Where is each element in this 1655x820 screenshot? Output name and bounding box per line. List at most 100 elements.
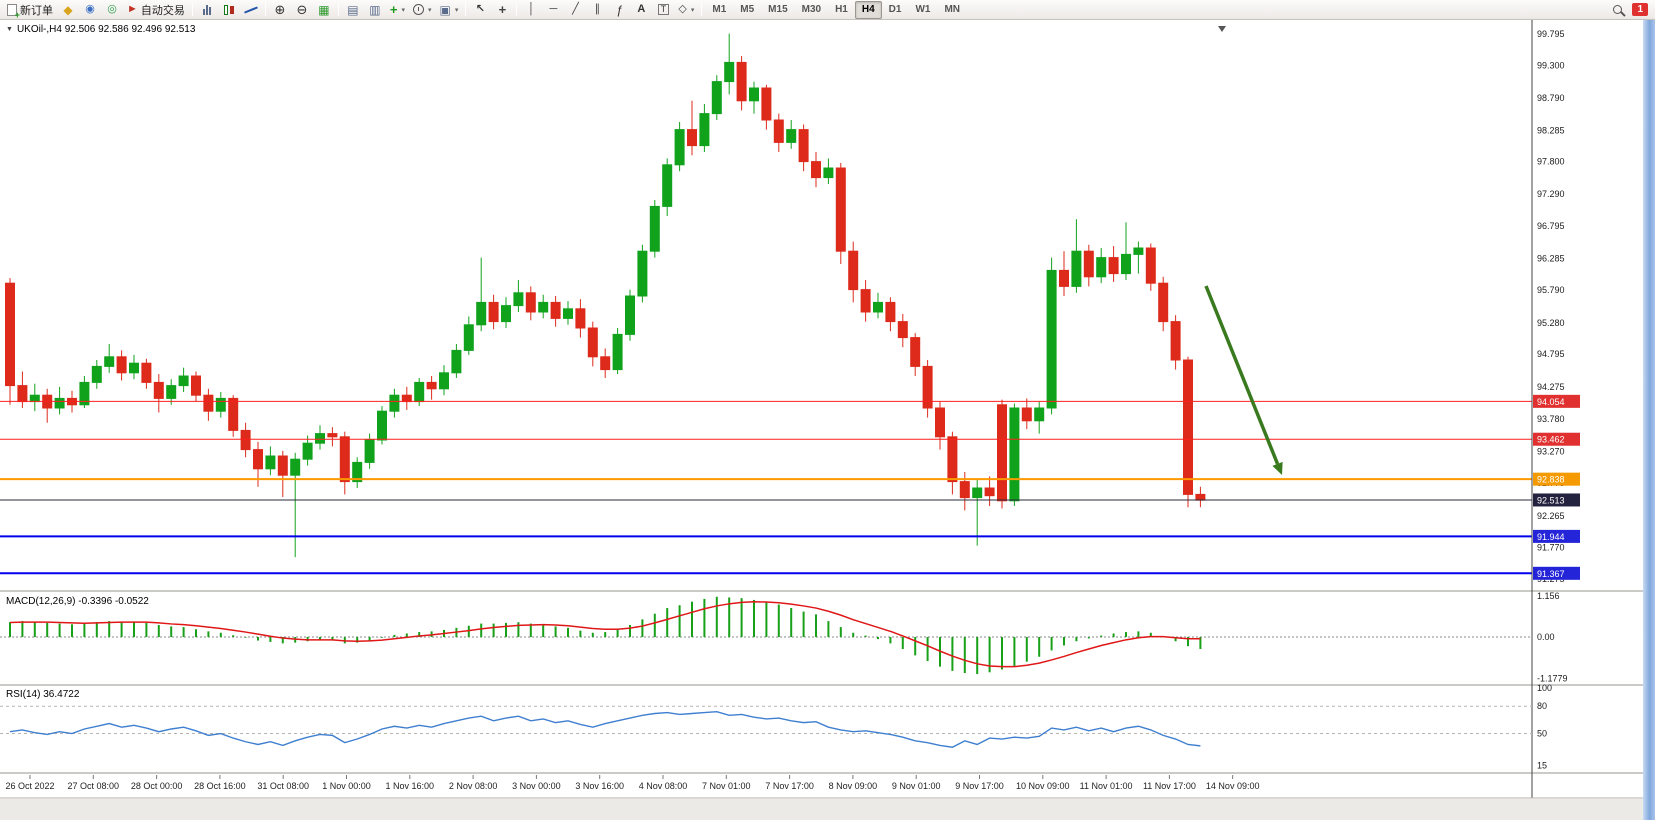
- grid-icon: ▦: [318, 2, 330, 17]
- add-indicator-icon: +: [389, 2, 398, 17]
- headset-icon: ◎: [107, 3, 117, 15]
- svg-text:31 Oct 08:00: 31 Oct 08:00: [257, 781, 309, 791]
- periods-button[interactable]: ▾: [409, 1, 436, 19]
- crosshair-button[interactable]: +: [491, 1, 513, 19]
- timeframe-m30[interactable]: M30: [795, 1, 828, 19]
- svg-text:99.795: 99.795: [1537, 29, 1565, 39]
- svg-text:1 Nov 16:00: 1 Nov 16:00: [386, 781, 435, 791]
- caret-down-icon: ▾: [401, 6, 405, 14]
- timeframe-m15[interactable]: M15: [761, 1, 794, 19]
- candlestick-icon: [223, 4, 234, 15]
- svg-text:91.944: 91.944: [1537, 532, 1565, 542]
- channel-button[interactable]: ∥: [586, 1, 608, 19]
- svg-text:14 Nov 09:00: 14 Nov 09:00: [1206, 781, 1260, 791]
- new-order-button[interactable]: 新订单: [3, 1, 57, 20]
- svg-text:7 Nov 17:00: 7 Nov 17:00: [765, 781, 814, 791]
- text-button[interactable]: A: [630, 1, 652, 19]
- profiles-button[interactable]: ▥: [364, 1, 386, 19]
- svg-text:1 Nov 00:00: 1 Nov 00:00: [322, 781, 371, 791]
- svg-text:100: 100: [1537, 683, 1552, 693]
- svg-text:3 Nov 16:00: 3 Nov 16:00: [575, 781, 624, 791]
- text-label-button[interactable]: T: [652, 1, 674, 19]
- line-chart-button[interactable]: [240, 1, 262, 19]
- svg-text:94.795: 94.795: [1537, 349, 1565, 359]
- support-button[interactable]: ◎: [101, 1, 123, 19]
- svg-text:92.838: 92.838: [1537, 475, 1565, 485]
- diamond-icon: ◆: [63, 2, 73, 17]
- templates-button[interactable]: ▣ ▾: [436, 1, 463, 19]
- vertical-line-button[interactable]: │: [520, 1, 542, 19]
- symbol-dropdown-icon[interactable]: ▼: [6, 26, 13, 33]
- svg-text:0.00: 0.00: [1537, 632, 1555, 642]
- svg-text:1.156: 1.156: [1537, 591, 1560, 601]
- toolbar-separator: [465, 3, 467, 16]
- svg-text:11 Nov 01:00: 11 Nov 01:00: [1080, 781, 1133, 791]
- cursor-icon: ↖: [475, 3, 485, 15]
- horizontal-line-icon: ─: [549, 3, 558, 15]
- bar-chart-button[interactable]: [196, 1, 218, 19]
- timeframe-d1[interactable]: D1: [882, 1, 909, 19]
- new-order-label: 新订单: [20, 4, 53, 17]
- svg-text:91.367: 91.367: [1537, 569, 1565, 579]
- price-chart[interactable]: 99.795 99.300 98.790 98.285 97.800 97.290 96.7…: [0, 20, 1643, 820]
- line-chart-icon: [244, 4, 257, 15]
- toolbar-separator: [264, 3, 266, 16]
- timeframe-m5[interactable]: M5: [733, 1, 761, 19]
- notification-badge[interactable]: 1: [1632, 3, 1648, 16]
- svg-text:-1.1779: -1.1779: [1537, 674, 1568, 684]
- new-chart-button[interactable]: ▤: [342, 1, 364, 19]
- svg-text:50: 50: [1537, 729, 1547, 739]
- fibonacci-button[interactable]: ƒ: [608, 1, 630, 19]
- template-icon: ▣: [439, 2, 451, 17]
- svg-text:4 Nov 08:00: 4 Nov 08:00: [639, 781, 688, 791]
- svg-text:27 Oct 08:00: 27 Oct 08:00: [68, 781, 120, 791]
- chart-area[interactable]: 99.795 99.300 98.790 98.285 97.800 97.290 96.7…: [0, 20, 1643, 820]
- profiles-icon: ▥: [369, 2, 381, 17]
- toolbar: 新订单 ◆ ◉ ◎ ► 自动交易 ⊕ ⊖ ▦ ▤ ▥ +▾ ▾ ▣▾ ↖ + │…: [0, 0, 1655, 20]
- autotrading-label: 自动交易: [140, 4, 185, 17]
- tile-windows-button[interactable]: ▦: [313, 1, 335, 19]
- svg-text:93.270: 93.270: [1537, 447, 1565, 457]
- indicators-button[interactable]: + ▾: [386, 1, 409, 19]
- svg-text:98.285: 98.285: [1537, 126, 1565, 136]
- trendline-icon: ╱: [572, 3, 579, 15]
- candlestick-chart-button[interactable]: [218, 1, 240, 19]
- svg-text:96.285: 96.285: [1537, 254, 1565, 264]
- autotrading-icon: ►: [127, 3, 138, 15]
- svg-text:7 Nov 01:00: 7 Nov 01:00: [702, 781, 751, 791]
- timeframe-m1[interactable]: M1: [705, 1, 733, 19]
- trendline-button[interactable]: ╱: [564, 1, 586, 19]
- timeframe-mn[interactable]: MN: [937, 1, 967, 19]
- svg-text:95.280: 95.280: [1537, 318, 1565, 328]
- svg-text:95.790: 95.790: [1537, 285, 1565, 295]
- caret-down-icon: ▾: [428, 6, 432, 14]
- zoom-in-button[interactable]: ⊕: [269, 1, 291, 19]
- search-button[interactable]: [1606, 1, 1628, 19]
- timeframe-toolbar: M1 M5 M15 M30 H1 H4 D1 W1 MN: [705, 0, 967, 19]
- zoom-out-icon: ⊖: [296, 2, 308, 17]
- svg-text:98.790: 98.790: [1537, 93, 1565, 103]
- timeframe-h4[interactable]: H4: [854, 0, 882, 19]
- community-button[interactable]: ◉: [79, 1, 101, 19]
- svg-text:96.795: 96.795: [1537, 221, 1565, 231]
- caret-down-icon: ▾: [690, 6, 695, 14]
- window-edge: [1643, 20, 1655, 820]
- svg-text:8 Nov 09:00: 8 Nov 09:00: [829, 781, 878, 791]
- horizontal-line-button[interactable]: ─: [542, 1, 564, 19]
- svg-text:93.780: 93.780: [1537, 414, 1565, 424]
- cursor-button[interactable]: ↖: [469, 1, 491, 19]
- svg-text:28 Oct 16:00: 28 Oct 16:00: [194, 781, 246, 791]
- autotrading-button[interactable]: ► 自动交易: [123, 1, 189, 19]
- people-icon: ◉: [85, 3, 95, 15]
- shapes-button[interactable]: ◇ ▾: [674, 1, 698, 19]
- caret-down-icon: ▾: [454, 6, 459, 14]
- mql-editor-button[interactable]: ◆: [57, 1, 79, 19]
- channel-icon: ∥: [594, 3, 601, 15]
- clock-icon: [413, 4, 424, 15]
- zoom-out-button[interactable]: ⊖: [291, 1, 313, 19]
- svg-text:94.275: 94.275: [1537, 382, 1565, 392]
- timeframe-h1[interactable]: H1: [828, 1, 855, 19]
- zoom-in-icon: ⊕: [274, 2, 286, 17]
- fibonacci-icon: ƒ: [616, 2, 623, 17]
- timeframe-w1[interactable]: W1: [908, 1, 937, 19]
